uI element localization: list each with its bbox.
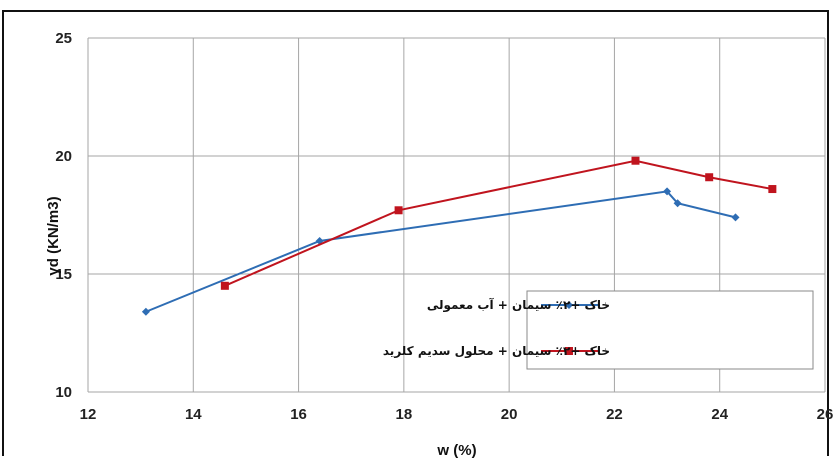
data-point	[220, 281, 229, 290]
legend-label-series-1: خاک +۲٪ سیمان + آب معمولی	[427, 297, 610, 313]
data-point	[631, 156, 640, 165]
x-tick-label: 14	[185, 406, 202, 423]
x-tick-label: 24	[711, 406, 728, 423]
series-layer	[141, 156, 777, 316]
y-tick-label: 15	[55, 266, 72, 283]
y-tick-label: 25	[55, 30, 72, 47]
legend-box	[526, 290, 814, 370]
y-tick-label: 20	[55, 148, 72, 165]
data-point	[673, 199, 682, 208]
legend-label-series-2: خاک +۲٪ سیمان + محلول سدیم کلرید	[383, 344, 610, 359]
x-axis-ticks: 12 14 16 18 20 22 24 26	[80, 406, 833, 423]
data-point	[663, 187, 672, 196]
data-point	[141, 307, 150, 316]
x-tick-label: 26	[817, 406, 833, 423]
data-point	[394, 206, 403, 215]
x-tick-label: 12	[80, 406, 97, 423]
series-1	[141, 187, 740, 316]
x-tick-label: 20	[501, 406, 518, 423]
legend-marker-series-2	[565, 347, 573, 355]
x-tick-label: 18	[396, 406, 413, 423]
data-point	[705, 173, 714, 182]
legend-marker-series-1	[565, 301, 573, 309]
data-point	[731, 213, 740, 222]
x-tick-label: 16	[290, 406, 307, 423]
data-point	[768, 185, 777, 194]
y-axis-ticks: 10 15 20 25	[55, 30, 72, 401]
y-tick-label: 10	[55, 384, 72, 401]
y-axis-title: γd (KN/m3)	[45, 196, 62, 275]
x-axis-title: w (%)	[436, 442, 476, 458]
chart-frame	[2, 10, 829, 456]
series-2	[220, 156, 777, 290]
legend: خاک +۲٪ سیمان + آب معمولی خاک +۲٪ سیمان …	[383, 290, 814, 370]
x-tick-label: 22	[606, 406, 623, 423]
